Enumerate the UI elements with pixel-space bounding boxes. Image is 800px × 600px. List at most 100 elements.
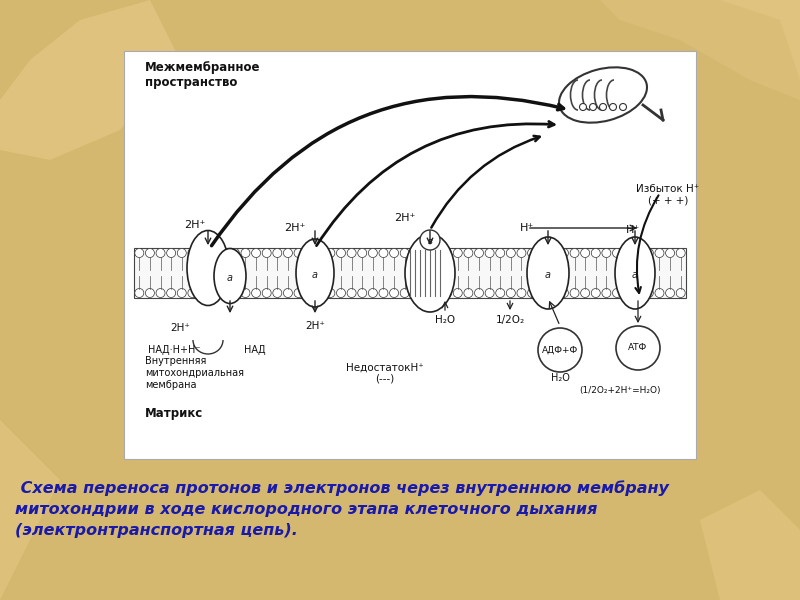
Circle shape (644, 248, 654, 257)
Circle shape (579, 103, 586, 110)
Circle shape (188, 289, 197, 298)
Ellipse shape (187, 230, 229, 305)
Circle shape (305, 289, 314, 298)
Circle shape (220, 289, 229, 298)
Circle shape (422, 248, 430, 257)
Circle shape (599, 103, 606, 110)
Circle shape (527, 248, 537, 257)
Circle shape (496, 289, 505, 298)
Circle shape (337, 248, 346, 257)
Circle shape (442, 289, 452, 298)
Circle shape (209, 248, 218, 257)
Circle shape (188, 248, 197, 257)
Circle shape (613, 248, 622, 257)
Circle shape (411, 248, 420, 257)
Ellipse shape (405, 234, 455, 312)
Text: Внутренняя
митохондриальная
мембрана: Внутренняя митохондриальная мембрана (145, 356, 244, 389)
Text: H⁺: H⁺ (520, 223, 534, 233)
Circle shape (283, 248, 293, 257)
Circle shape (379, 248, 388, 257)
Circle shape (496, 248, 505, 257)
Circle shape (135, 248, 144, 257)
Text: (1/2О₂+2Н⁺=Н₂О): (1/2О₂+2Н⁺=Н₂О) (579, 385, 661, 395)
Circle shape (634, 289, 642, 298)
Circle shape (156, 289, 165, 298)
Text: a: a (227, 273, 233, 283)
Text: 1/2O₂: 1/2O₂ (495, 315, 525, 325)
Circle shape (454, 248, 462, 257)
Circle shape (474, 289, 483, 298)
Circle shape (135, 289, 144, 298)
Circle shape (251, 248, 261, 257)
Circle shape (666, 248, 674, 257)
Circle shape (581, 289, 590, 298)
Circle shape (178, 248, 186, 257)
Circle shape (411, 289, 420, 298)
Text: a: a (312, 270, 318, 280)
Circle shape (432, 248, 441, 257)
Text: a: a (632, 270, 638, 280)
Circle shape (166, 248, 176, 257)
Circle shape (326, 289, 335, 298)
Circle shape (305, 248, 314, 257)
Circle shape (644, 289, 654, 298)
Circle shape (538, 289, 547, 298)
Circle shape (623, 289, 632, 298)
Circle shape (538, 248, 547, 257)
FancyArrowPatch shape (317, 121, 554, 245)
Circle shape (581, 248, 590, 257)
Text: 2H⁺: 2H⁺ (394, 213, 416, 223)
Circle shape (347, 248, 356, 257)
Polygon shape (0, 0, 180, 160)
Circle shape (390, 289, 398, 298)
Circle shape (209, 289, 218, 298)
Circle shape (315, 248, 324, 257)
Circle shape (241, 289, 250, 298)
Text: 2H⁺: 2H⁺ (284, 223, 306, 233)
Text: АТФ: АТФ (628, 343, 648, 352)
Circle shape (294, 248, 303, 257)
Circle shape (506, 289, 515, 298)
Circle shape (420, 230, 440, 250)
Circle shape (676, 248, 685, 257)
Ellipse shape (214, 248, 246, 304)
Bar (134, 248, 686, 298)
Text: 2H⁺: 2H⁺ (305, 321, 325, 331)
Text: a: a (545, 270, 551, 280)
Circle shape (676, 289, 685, 298)
Ellipse shape (615, 237, 655, 309)
Text: Межмембранное
пространство: Межмембранное пространство (145, 61, 261, 89)
Circle shape (591, 289, 600, 298)
Circle shape (358, 248, 366, 257)
Circle shape (230, 248, 239, 257)
Circle shape (326, 248, 335, 257)
Text: Схема переноса протонов и электронов через внутреннюю мембрану
митохондрии в ход: Схема переноса протонов и электронов чер… (15, 480, 669, 538)
Circle shape (294, 289, 303, 298)
FancyArrowPatch shape (431, 136, 540, 227)
Circle shape (623, 248, 632, 257)
Circle shape (347, 289, 356, 298)
Circle shape (549, 289, 558, 298)
Circle shape (634, 248, 642, 257)
Circle shape (422, 289, 430, 298)
Circle shape (220, 248, 229, 257)
Text: 2H⁺: 2H⁺ (170, 323, 190, 333)
FancyArrowPatch shape (211, 97, 563, 246)
Circle shape (166, 289, 176, 298)
Circle shape (442, 248, 452, 257)
Text: H⁺: H⁺ (626, 225, 640, 235)
Circle shape (506, 248, 515, 257)
Circle shape (283, 289, 293, 298)
Circle shape (273, 248, 282, 257)
Text: 2H⁺: 2H⁺ (184, 220, 206, 230)
Circle shape (655, 289, 664, 298)
Circle shape (602, 289, 611, 298)
Circle shape (156, 248, 165, 257)
Circle shape (610, 103, 617, 110)
Circle shape (358, 289, 366, 298)
Circle shape (602, 248, 611, 257)
Circle shape (146, 248, 154, 257)
Text: НедостатокН⁺
(---): НедостатокН⁺ (---) (346, 362, 424, 384)
Circle shape (591, 248, 600, 257)
Circle shape (464, 248, 473, 257)
